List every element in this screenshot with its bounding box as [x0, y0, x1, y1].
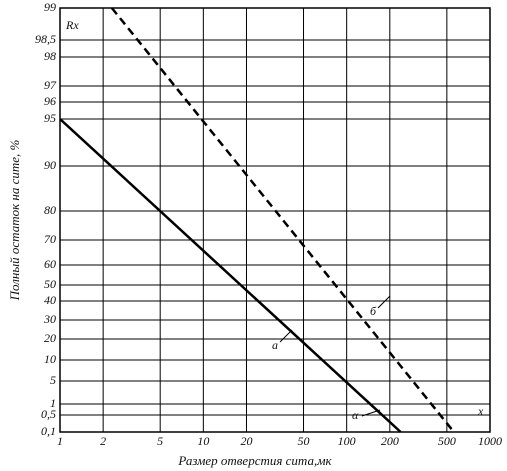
- plot-frame: [59, 7, 491, 433]
- annotation: а: [272, 338, 278, 352]
- y-tick-label: 98: [44, 49, 56, 63]
- annotation: x: [477, 404, 484, 418]
- y-tick-label: 0,5: [41, 407, 56, 421]
- annotation-pointer: [361, 409, 381, 417]
- y-tick-label: 30: [43, 312, 56, 326]
- y-tick-label: 40: [44, 293, 56, 307]
- annotation-pointer: [279, 329, 293, 343]
- annotation: α: [352, 408, 359, 422]
- annotation: б: [370, 304, 377, 318]
- x-tick-label: 10: [197, 434, 209, 448]
- y-tick-label: 70: [44, 232, 56, 246]
- y-tick-label: 96: [44, 94, 56, 108]
- data-line: [59, 118, 402, 433]
- y-tick-label: 5: [50, 373, 56, 387]
- data-line: [110, 7, 455, 433]
- y-tick-label: 60: [44, 257, 56, 271]
- x-tick-label: 1: [57, 434, 63, 448]
- x-tick-label: 50: [298, 434, 310, 448]
- y-tick-label: 99: [44, 0, 56, 14]
- y-tick-label: 1: [50, 396, 56, 410]
- y-tick-label: 80: [44, 203, 56, 217]
- x-tick-label: 100: [338, 434, 356, 448]
- x-tick-label: 200: [381, 434, 399, 448]
- y-tick-label: 97: [44, 78, 57, 92]
- x-tick-label: 500: [438, 434, 456, 448]
- y-tick-label: 95: [44, 111, 56, 125]
- y-tick-label: 0,1: [41, 424, 56, 438]
- x-tick-label: 20: [240, 434, 252, 448]
- x-axis-label: Размер отверстия сита,мк: [177, 453, 332, 468]
- y-axis-label: Полный остаток на сите, %: [7, 139, 22, 301]
- x-tick-label: 1000: [478, 434, 502, 448]
- annotation: Rx: [65, 18, 79, 32]
- annotation-pointer: [377, 295, 391, 309]
- y-tick-label: 20: [44, 331, 56, 345]
- y-tick-label: 98,5: [35, 32, 56, 46]
- x-tick-label: 2: [100, 434, 106, 448]
- y-tick-label: 10: [44, 352, 56, 366]
- x-tick-label: 5: [157, 434, 163, 448]
- y-tick-label: 50: [44, 277, 56, 291]
- y-tick-label: 90: [44, 158, 56, 172]
